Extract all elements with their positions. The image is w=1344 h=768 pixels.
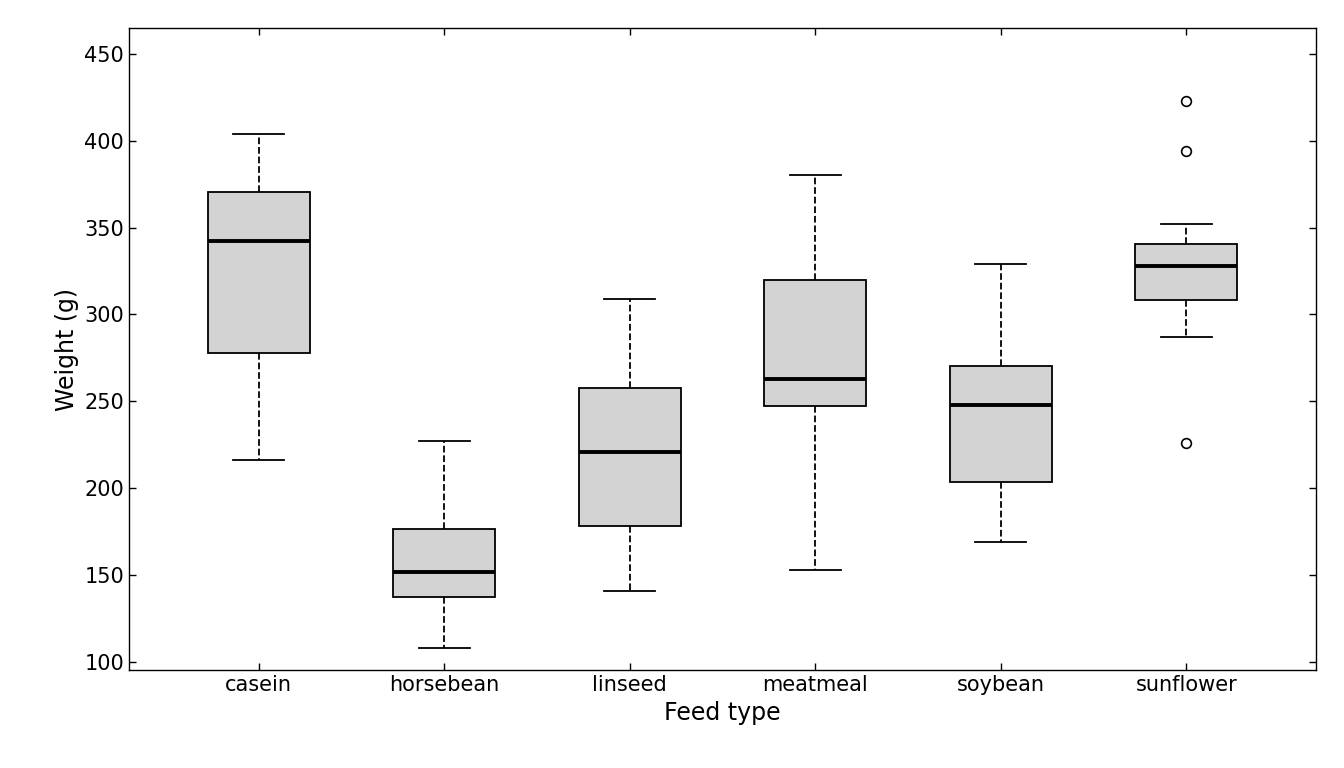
PathPatch shape — [579, 388, 681, 526]
PathPatch shape — [1136, 244, 1238, 300]
PathPatch shape — [394, 529, 495, 598]
PathPatch shape — [208, 192, 309, 353]
PathPatch shape — [950, 366, 1052, 482]
PathPatch shape — [765, 280, 867, 406]
Y-axis label: Weight (g): Weight (g) — [55, 287, 79, 411]
X-axis label: Feed type: Feed type — [664, 701, 781, 725]
